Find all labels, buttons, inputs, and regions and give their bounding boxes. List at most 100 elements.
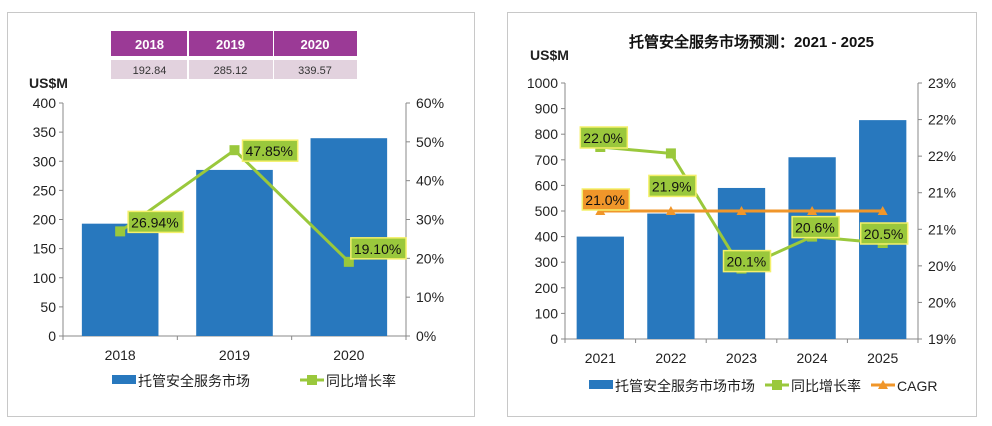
y2-tick-label: 30% xyxy=(416,212,444,228)
y-tick-label: 100 xyxy=(33,270,57,286)
table-value-cell xyxy=(111,60,187,79)
y-tick-label: 800 xyxy=(535,126,559,142)
y2-tick-label: 21% xyxy=(928,221,956,237)
y2-tick-label: 50% xyxy=(416,134,444,150)
x-tick-label: 2022 xyxy=(655,350,686,366)
data-label: 20.1% xyxy=(727,254,767,270)
y-axis-label: US$M xyxy=(29,75,68,91)
table-header-cell xyxy=(111,31,187,56)
data-label-box xyxy=(648,174,697,198)
legend-label: 同比增长率 xyxy=(326,373,396,389)
legend-label: CAGR xyxy=(897,378,937,394)
data-label: 22.0% xyxy=(583,130,623,146)
triangle-marker xyxy=(736,206,747,215)
y2-tick-label: 21% xyxy=(928,185,956,201)
table-header-label: 2020 xyxy=(301,37,330,52)
x-tick-label: 2025 xyxy=(867,350,898,366)
data-label: 47.85% xyxy=(246,143,293,159)
data-label: 20.5% xyxy=(864,226,904,242)
x-tick-label: 2021 xyxy=(585,350,616,366)
legend-label: 同比增长率 xyxy=(791,378,861,394)
square-marker xyxy=(115,226,126,237)
data-label: 19.10% xyxy=(354,241,401,257)
data-label-box xyxy=(791,215,840,239)
bar xyxy=(81,223,159,336)
data-label-box xyxy=(581,188,631,211)
y-tick-label: 600 xyxy=(535,177,559,193)
y2-tick-label: 20% xyxy=(416,250,444,266)
legend-swatch-bar xyxy=(589,380,613,389)
y-tick-label: 200 xyxy=(33,212,57,228)
chart-title: 托管安全服务市场预测：2021 - 2025 xyxy=(629,33,874,51)
y-tick-label: 1000 xyxy=(527,75,558,91)
y-tick-label: 400 xyxy=(33,95,57,111)
data-label-box xyxy=(579,126,629,149)
y2-tick-label: 10% xyxy=(416,289,444,305)
y-tick-label: 150 xyxy=(33,241,57,257)
y-axis-label: US$M xyxy=(530,47,569,63)
legend-triangle-marker xyxy=(878,380,888,389)
y-tick-label: 300 xyxy=(535,254,559,270)
y-tick-label: 500 xyxy=(535,203,559,219)
x-tick-label: 2023 xyxy=(726,350,757,366)
triangle-marker xyxy=(877,206,888,215)
data-label: 20.6% xyxy=(795,220,835,236)
square-marker xyxy=(665,148,676,159)
y-tick-label: 700 xyxy=(535,152,559,168)
legend-square-marker xyxy=(772,380,782,390)
y-tick-label: 250 xyxy=(33,182,57,198)
x-tick-label: 2019 xyxy=(219,347,250,363)
legend-label: 托管安全服务市场 xyxy=(138,373,250,389)
y2-tick-label: 23% xyxy=(928,75,956,91)
table-value: 192.84 xyxy=(133,65,167,77)
y2-tick-label: 60% xyxy=(416,95,444,111)
y-tick-label: 350 xyxy=(33,124,57,140)
square-marker xyxy=(343,256,354,267)
data-label: 26.94% xyxy=(131,214,178,230)
y2-tick-label: 22% xyxy=(928,148,956,164)
y-tick-label: 0 xyxy=(48,328,56,344)
x-tick-label: 2024 xyxy=(797,350,828,366)
x-tick-label: 2020 xyxy=(333,347,364,363)
y2-tick-label: 40% xyxy=(416,173,444,189)
triangle-marker xyxy=(807,206,818,215)
y-tick-label: 0 xyxy=(550,331,558,347)
y2-tick-label: 20% xyxy=(928,258,956,274)
table-header-cell xyxy=(274,31,357,56)
bar xyxy=(576,236,624,339)
table-value: 285.12 xyxy=(214,65,248,77)
legend-label: 托管安全服务市场市场 xyxy=(615,378,755,394)
data-label-box xyxy=(722,249,772,273)
table-header-label: 2018 xyxy=(135,37,164,52)
y2-tick-label: 20% xyxy=(928,294,956,310)
table-value-cell xyxy=(274,60,357,79)
legend-square-marker xyxy=(307,375,317,385)
table-header-cell xyxy=(189,31,273,56)
bar xyxy=(196,169,273,336)
triangle-marker xyxy=(665,206,676,215)
bar xyxy=(647,213,695,339)
y-tick-label: 50 xyxy=(40,299,56,315)
data-label-box xyxy=(859,222,909,245)
legend-swatch-bar xyxy=(112,375,136,384)
x-tick-label: 2018 xyxy=(105,347,136,363)
data-label-box xyxy=(241,139,299,162)
y2-tick-label: 22% xyxy=(928,112,956,128)
data-label: 21.0% xyxy=(585,192,625,208)
data-label-box xyxy=(350,237,407,260)
data-label: 21.9% xyxy=(652,178,692,194)
bar xyxy=(788,157,836,339)
y-tick-label: 200 xyxy=(535,280,559,296)
y-tick-label: 900 xyxy=(535,101,559,117)
y-tick-label: 300 xyxy=(33,153,57,169)
square-marker xyxy=(229,145,240,156)
data-label-box xyxy=(127,210,185,234)
y2-tick-label: 19% xyxy=(928,331,956,347)
table-value-cell xyxy=(189,60,273,79)
y-tick-label: 100 xyxy=(535,305,559,321)
table-value: 339.57 xyxy=(298,65,332,77)
table-header-label: 2019 xyxy=(216,37,245,52)
y-tick-label: 400 xyxy=(535,229,559,245)
